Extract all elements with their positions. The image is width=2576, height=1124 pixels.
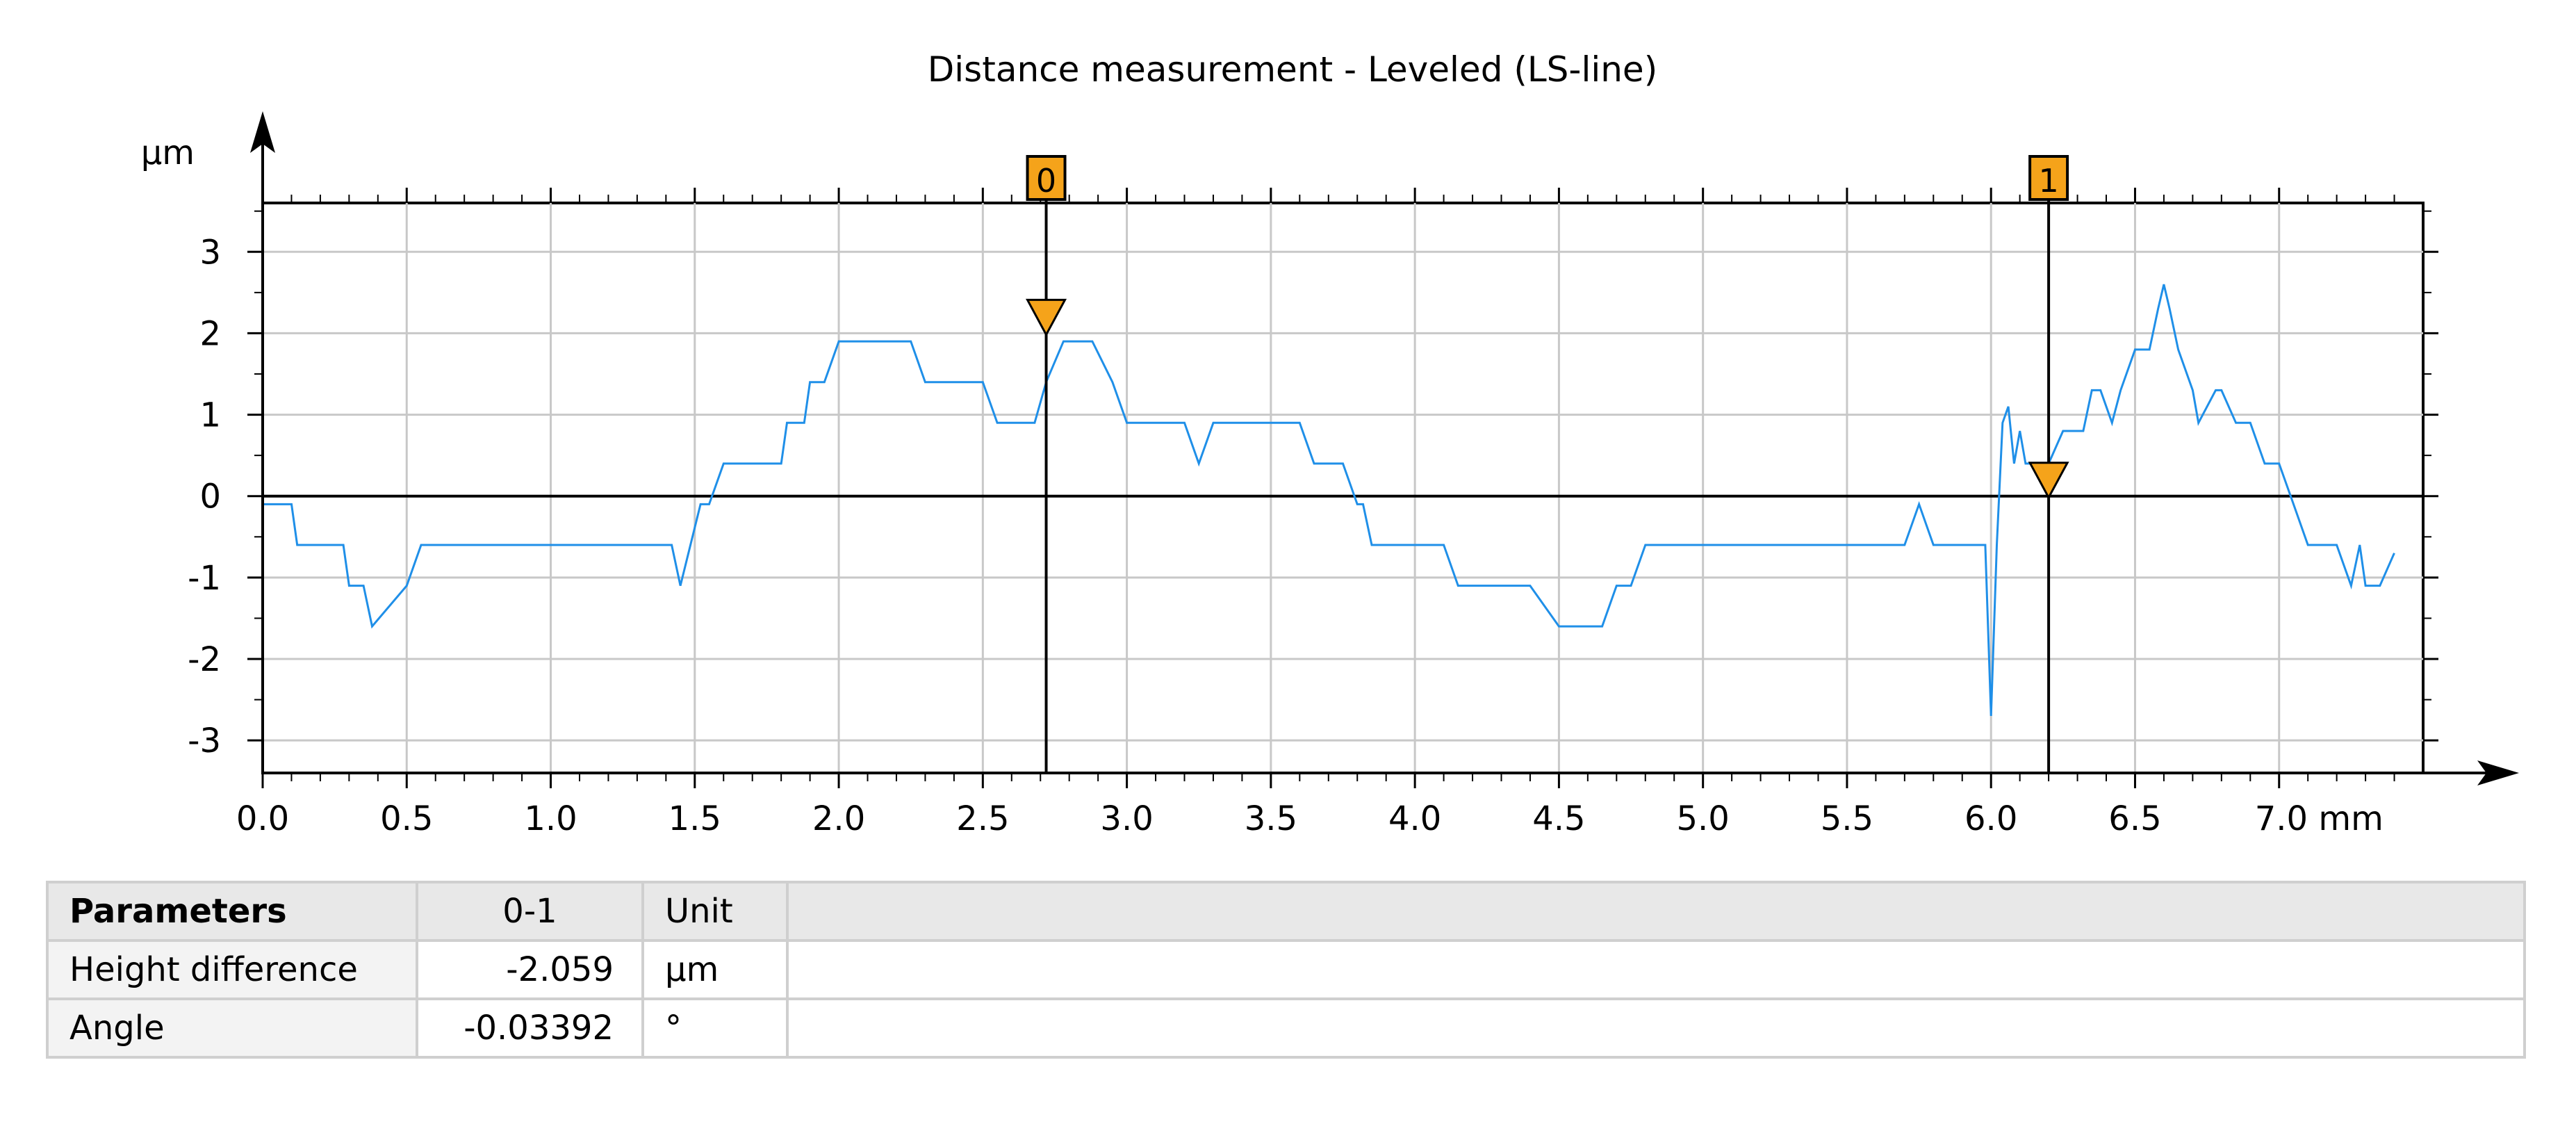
row-filler	[786, 997, 2526, 1059]
plot-frame	[261, 202, 2425, 774]
axes	[247, 111, 2519, 788]
marker-flag	[2028, 155, 2069, 201]
x-tick-label: 6.0	[1964, 799, 2017, 838]
marker-label: 1	[2038, 162, 2058, 199]
header-parameters: Parameters	[46, 881, 418, 942]
x-tick-label: 6.5	[2108, 799, 2161, 838]
marker-flag	[1026, 155, 1067, 201]
marker-1: 1	[2028, 155, 2069, 773]
marker-label: 0	[1036, 162, 1056, 199]
header-value: 0-1	[416, 881, 644, 942]
y-tick-label: -2	[188, 640, 221, 679]
y-tick-label: 3	[199, 233, 221, 272]
x-tick-label: 1.0	[524, 799, 577, 838]
marker-triangle	[1026, 298, 1067, 337]
marker-0: 0	[1026, 155, 1067, 773]
y-tick-label: 1	[199, 396, 221, 435]
y-tick-labels: 3 2 1 0 -1 -2 -3	[188, 233, 221, 760]
row-value: -2.059	[416, 939, 644, 1000]
x-tick-label: 3.0	[1100, 799, 1153, 838]
header-unit: Unit	[641, 881, 789, 942]
y-tick-label: 2	[199, 314, 221, 353]
x-tick-label: 1.5	[668, 799, 721, 838]
x-tick-label: 0.5	[380, 799, 433, 838]
row-value: -0.03392	[416, 997, 644, 1059]
x-tick-label: 0.0	[236, 799, 289, 838]
row-name: Angle	[46, 997, 418, 1059]
y-axis-unit-label: µm	[141, 133, 195, 172]
table-row: Height difference -2.059 µm	[46, 939, 2526, 1000]
profile-chart: Distance measurement - Leveled (LS-line)…	[141, 49, 2519, 838]
row-name: Height difference	[46, 939, 418, 1000]
x-tick-labels: 0.0 0.5 1.0 1.5 2.0 2.5 3.0 3.5 4.0 4.5 5.0 5.5 6.0 6…	[236, 799, 2384, 838]
y-tick-label: -3	[188, 722, 221, 760]
y-tick-label: 0	[199, 478, 221, 516]
row-unit: °	[641, 997, 789, 1059]
row-unit: µm	[641, 939, 789, 1000]
x-tick-label: 5.5	[1821, 799, 1873, 838]
x-tick-label: 7.0 mm	[2255, 799, 2384, 838]
parameters-table-header: Parameters 0-1 Unit	[46, 881, 2526, 942]
x-tick-label: 5.0	[1676, 799, 1729, 838]
profile-line	[263, 284, 2395, 717]
x-tick-label: 3.5	[1245, 799, 1297, 838]
grid-lines	[261, 202, 2425, 774]
parameters-table: Parameters 0-1 Unit Height difference -2…	[46, 881, 2526, 1059]
y-axis-arrow	[250, 111, 275, 153]
profile-series	[263, 284, 2395, 717]
row-filler	[786, 939, 2526, 1000]
marker-triangle	[2028, 462, 2069, 500]
x-tick-label: 2.5	[956, 799, 1009, 838]
table-row: Angle -0.03392 °	[46, 997, 2526, 1059]
x-tick-label: 4.5	[1532, 799, 1585, 838]
y-tick-label: -1	[188, 559, 221, 598]
chart-title: Distance measurement - Leveled (LS-line)	[928, 49, 1657, 90]
header-filler	[786, 881, 2526, 942]
x-tick-label: 2.0	[812, 799, 865, 838]
x-tick-label: 4.0	[1388, 799, 1441, 838]
x-axis-arrow	[2477, 760, 2519, 785]
